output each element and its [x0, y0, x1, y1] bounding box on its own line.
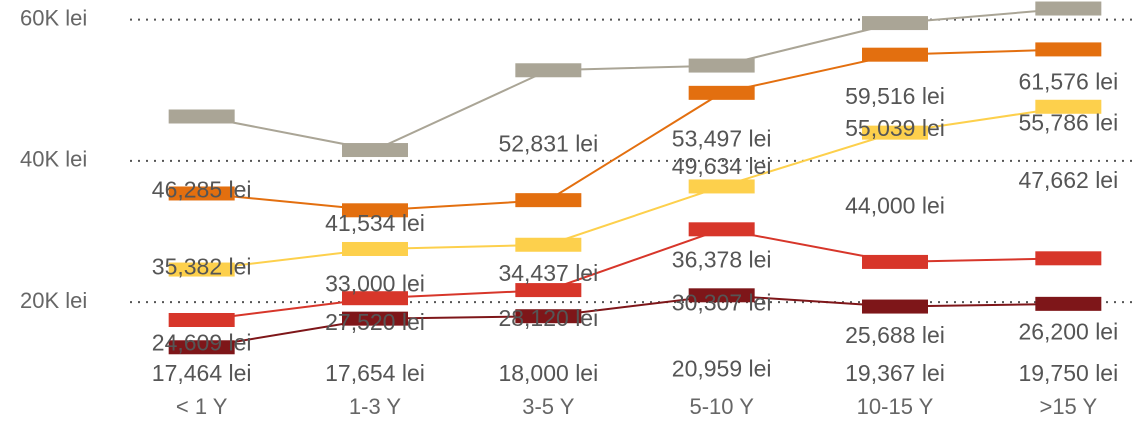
x-tick-label: >15 Y	[1039, 394, 1097, 419]
data-label: 18,000 lei	[498, 360, 598, 386]
marker	[342, 143, 408, 158]
y-tick-label: 60K lei	[20, 5, 87, 30]
x-tick-label: 10-15 Y	[857, 394, 934, 419]
data-label: 55,786 lei	[1018, 109, 1118, 135]
data-label: 46,285 lei	[152, 177, 252, 203]
marker	[862, 125, 928, 140]
data-label: 35,382 lei	[152, 254, 252, 280]
marker	[1035, 1, 1102, 16]
marker	[515, 63, 582, 78]
data-label: 19,750 lei	[1018, 360, 1118, 386]
marker	[688, 85, 755, 100]
marker	[1035, 99, 1102, 114]
data-label: 59,516 lei	[845, 83, 945, 109]
marker	[168, 109, 235, 124]
marker	[688, 58, 755, 73]
data-label: 26,200 lei	[1018, 318, 1118, 344]
marker	[688, 288, 755, 303]
data-label: 17,654 lei	[325, 360, 425, 386]
x-tick-label: 5-10 Y	[689, 394, 754, 419]
data-label: 19,367 lei	[845, 360, 945, 386]
data-label: 33,000 lei	[325, 270, 425, 296]
marker	[515, 193, 582, 208]
data-label: 55,039 lei	[845, 115, 945, 141]
marker	[342, 291, 408, 306]
data-label: 41,534 lei	[325, 210, 425, 236]
data-label: 28,120 lei	[498, 305, 598, 331]
data-label: 53,497 lei	[672, 126, 772, 152]
marker	[168, 186, 235, 201]
marker	[168, 312, 235, 327]
marker	[342, 311, 408, 326]
data-label: 44,000 lei	[845, 193, 945, 219]
data-label: 49,634 lei	[672, 153, 772, 179]
data-label: 24,609 lei	[152, 330, 252, 356]
y-tick-label: 20K lei	[20, 288, 87, 313]
marker	[515, 309, 582, 324]
data-label: 34,437 lei	[498, 260, 598, 286]
y-tick-label: 40K lei	[20, 147, 87, 172]
marker	[688, 179, 755, 194]
marker	[342, 203, 408, 218]
marker	[168, 262, 235, 277]
data-label: 47,662 lei	[1018, 167, 1118, 193]
x-tick-label: 1-3 Y	[349, 394, 402, 419]
marker	[862, 16, 928, 31]
marker	[515, 237, 582, 252]
data-label: 17,464 lei	[152, 360, 252, 386]
x-tick-label: < 1 Y	[176, 394, 228, 419]
marker	[862, 47, 928, 62]
marker	[342, 241, 408, 256]
marker	[1035, 251, 1102, 266]
marker	[1035, 42, 1102, 57]
data-label: 52,831 lei	[498, 130, 598, 156]
marker	[862, 254, 928, 269]
data-label: 20,959 lei	[672, 355, 772, 381]
marker	[1035, 296, 1102, 311]
data-label: 27,520 lei	[325, 309, 425, 335]
marker	[862, 299, 928, 314]
marker	[515, 283, 582, 298]
marker	[688, 222, 755, 237]
marker	[168, 340, 235, 355]
data-label: 61,576 lei	[1018, 69, 1118, 95]
data-label: 25,688 lei	[845, 322, 945, 348]
x-tick-label: 3-5 Y	[522, 394, 575, 419]
data-label: 30,307 lei	[672, 289, 772, 315]
data-label: 36,378 lei	[672, 247, 772, 273]
